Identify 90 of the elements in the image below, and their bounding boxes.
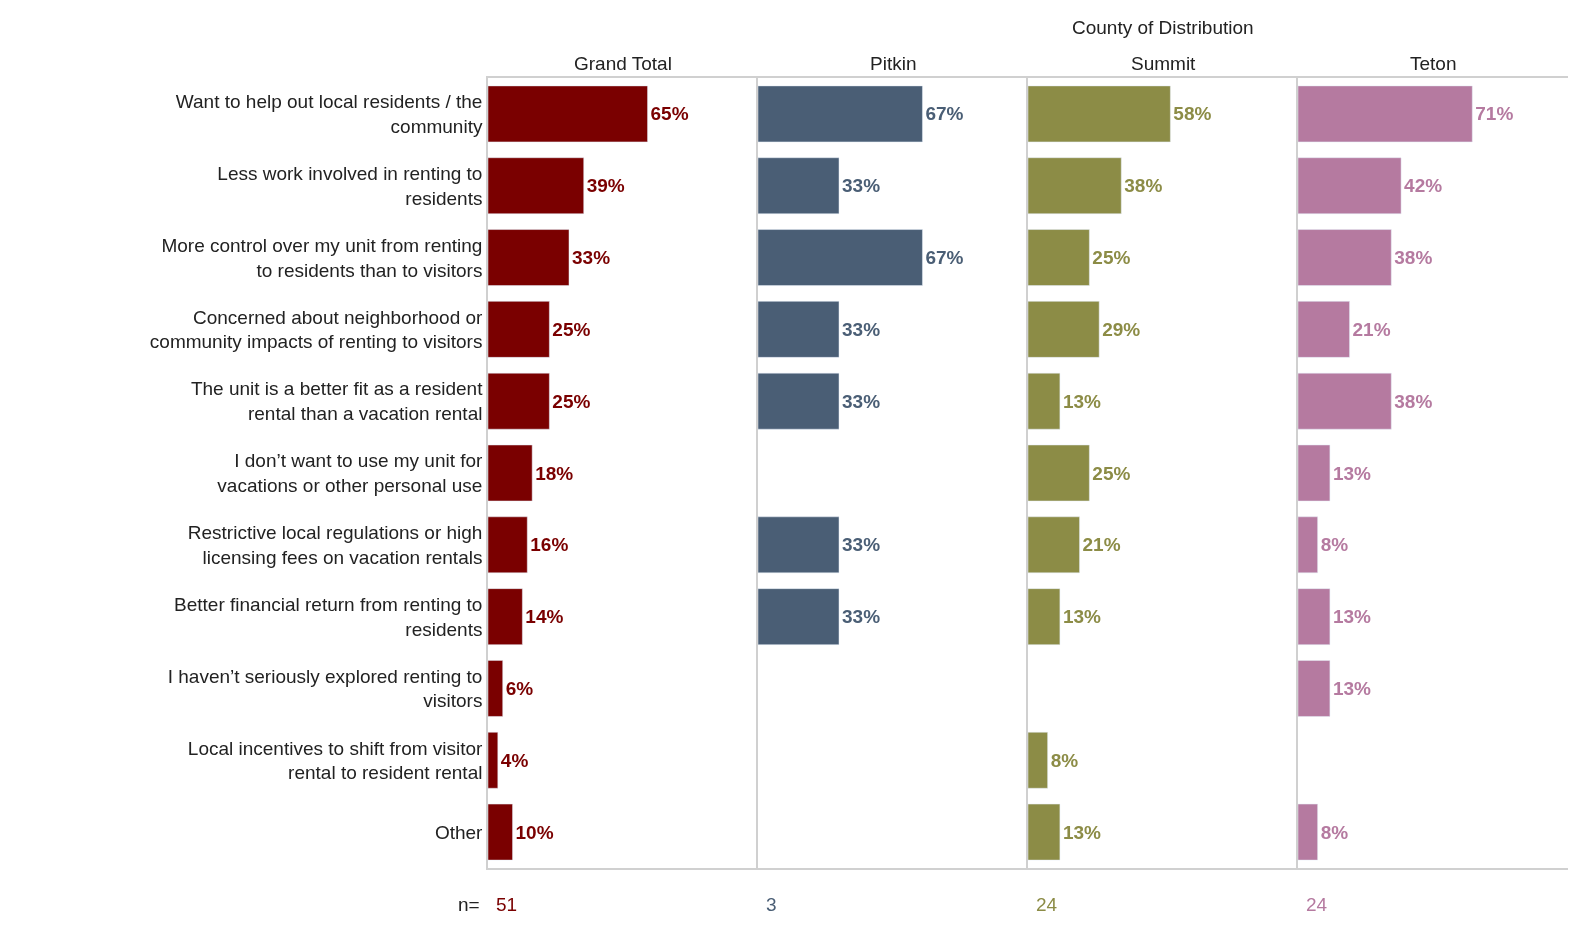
text: n= [458, 894, 480, 915]
bar [488, 372, 550, 430]
bar [1298, 588, 1331, 645]
data-label: 33% [842, 390, 881, 412]
bar [488, 85, 648, 143]
data-label: 18% [535, 462, 574, 484]
y-tick-label: I haven’t seriously explored renting to visitors [167, 665, 483, 712]
text: 51 [496, 894, 518, 915]
bar [488, 301, 550, 358]
data-label: 13% [1062, 390, 1102, 412]
bar [1298, 516, 1318, 574]
bar [1298, 660, 1331, 717]
bar [1298, 301, 1350, 358]
data-label: 67% [925, 247, 964, 269]
chart-title: Teton [1410, 53, 1457, 74]
text: 24 [1036, 894, 1058, 915]
data-label: 25% [1092, 462, 1131, 484]
chart-title: Grand Total [574, 53, 672, 74]
y-tick-label: Less work involved in renting to residents [217, 163, 483, 209]
bar [1028, 516, 1080, 574]
data-label: 67% [925, 103, 964, 125]
bar [1298, 803, 1318, 861]
y-tick-label: Concerned about neighborhood or community impacts of renting to visitors [149, 306, 484, 353]
bar [1028, 301, 1100, 358]
text: 3 [766, 894, 777, 915]
data-label: 16% [530, 534, 569, 556]
bar [1298, 444, 1331, 502]
data-label: 8% [1320, 534, 1349, 556]
data-label: 33% [842, 534, 881, 556]
y-tick-label: Restrictive local regulations or high licensing fees on vacation rentals [187, 522, 483, 568]
chart-title: Pitkin [870, 53, 917, 74]
bar [488, 588, 523, 645]
data-label: 71% [1475, 103, 1514, 125]
y-tick-label: Local incentives to shift from visitor rental to resident rental [187, 737, 484, 784]
data-label: 38% [1394, 247, 1433, 269]
data-label: 14% [525, 606, 564, 628]
chart-subtitle: County of Distribution [1072, 17, 1254, 38]
data-label: 21% [1082, 534, 1121, 556]
bar [1028, 229, 1090, 286]
bar [488, 516, 528, 574]
data-label: 13% [1332, 606, 1372, 628]
text: 24 [1306, 894, 1328, 915]
data-label: 65% [650, 103, 689, 125]
bar [1298, 157, 1402, 214]
data-label: 6% [505, 677, 534, 699]
data-label: 8% [1320, 821, 1349, 843]
y-tick-label: Other [434, 821, 484, 843]
data-label: 33% [572, 247, 611, 269]
y-tick-label: More control over my unit from renting to residents than to visitors [161, 234, 483, 281]
bar [488, 660, 503, 717]
data-label: 38% [1124, 175, 1163, 197]
chart-title: Summit [1131, 53, 1197, 74]
data-label: 21% [1352, 318, 1391, 340]
bar [1028, 588, 1061, 645]
data-label: 38% [1394, 390, 1433, 412]
data-label: 42% [1404, 175, 1443, 197]
data-label: 33% [842, 606, 881, 628]
data-label: 10% [515, 821, 554, 843]
bar [1028, 803, 1061, 861]
bar [1298, 372, 1392, 430]
bar [1028, 732, 1048, 789]
data-label: 29% [1102, 318, 1141, 340]
y-tick-label: Want to help out local residents / the community [175, 91, 483, 137]
bar [488, 229, 570, 286]
y-tick-label: I don’t want to use my unit for vacations or other personal use [217, 450, 484, 496]
y-tick-label: The unit is a better fit as a resident rental than a vacation rental [190, 378, 484, 425]
bar [488, 157, 584, 214]
data-label: 13% [1332, 677, 1372, 699]
data-label: 4% [500, 749, 529, 771]
bar [488, 803, 513, 861]
data-label: 25% [552, 390, 591, 412]
data-label: 33% [842, 318, 881, 340]
data-label: 25% [552, 318, 591, 340]
bar [488, 732, 499, 789]
data-label: 33% [842, 175, 881, 197]
bar [1298, 85, 1473, 143]
data-label: 58% [1173, 103, 1212, 125]
data-label: 13% [1332, 462, 1372, 484]
data-label: 8% [1050, 749, 1079, 771]
data-label: 13% [1062, 606, 1102, 628]
bar [488, 444, 533, 502]
data-label: 13% [1062, 821, 1102, 843]
bar [1028, 157, 1122, 214]
bar [1028, 85, 1171, 143]
data-label: 39% [586, 175, 625, 197]
bar [1028, 372, 1061, 430]
y-tick-label: Better financial return from renting to residents [174, 593, 483, 640]
bar [1028, 444, 1090, 502]
data-label: 25% [1092, 247, 1131, 269]
bar [1298, 229, 1392, 286]
